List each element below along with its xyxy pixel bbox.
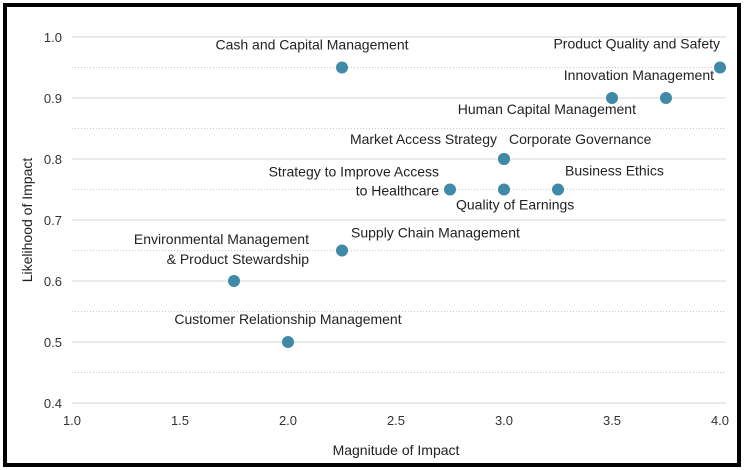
point-label: Human Capital Management — [458, 101, 636, 117]
point-label: Innovation Management — [564, 67, 714, 83]
y-tick-label: 0.4 — [44, 396, 62, 411]
data-point — [336, 61, 348, 74]
y-tick-label: 0.5 — [44, 335, 62, 350]
point-label: Environmental Management — [134, 231, 309, 247]
y-tick-label: 0.9 — [44, 91, 62, 106]
y-tick-label: 0.7 — [44, 213, 62, 228]
point-label: Cash and Capital Management — [215, 37, 408, 53]
x-tick-label: 1.0 — [63, 413, 81, 428]
data-point — [714, 61, 726, 74]
x-tick-label: 2.0 — [279, 413, 297, 428]
data-point — [606, 92, 618, 104]
data-point — [552, 183, 564, 196]
point-label: Supply Chain Management — [351, 225, 520, 241]
data-point — [444, 183, 456, 196]
point-label: Product Quality and Safety — [553, 36, 720, 52]
x-tick-label: 2.5 — [387, 413, 405, 428]
x-tick-label: 1.5 — [171, 413, 189, 428]
y-tick-label: 0.6 — [44, 274, 62, 289]
y-tick-label: 1.0 — [44, 30, 62, 45]
y-tick-label: 0.8 — [44, 152, 62, 167]
chart-frame — [3, 3, 741, 467]
data-point — [282, 336, 294, 348]
point-label: Business Ethics — [565, 163, 664, 179]
x-tick-label: 3.0 — [495, 413, 513, 428]
data-point — [498, 153, 510, 165]
point-label: Quality of Earnings — [456, 197, 574, 213]
data-point — [660, 92, 672, 104]
y-axis-label: Likelihood of Impact — [19, 158, 35, 283]
point-label: to Healthcare — [356, 183, 439, 199]
data-point — [498, 183, 510, 196]
point-label: & Product Stewardship — [167, 251, 310, 267]
data-point — [228, 275, 240, 287]
data-point — [336, 244, 348, 257]
point-label: Strategy to Improve Access — [269, 164, 439, 180]
point-label: Corporate Governance — [509, 131, 652, 147]
x-tick-label: 4.0 — [711, 413, 729, 428]
point-label: Market Access Strategy — [350, 131, 497, 147]
x-axis-label: Magnitude of Impact — [333, 442, 460, 458]
point-label: Customer Relationship Management — [174, 311, 401, 327]
x-tick-label: 3.5 — [603, 413, 621, 428]
